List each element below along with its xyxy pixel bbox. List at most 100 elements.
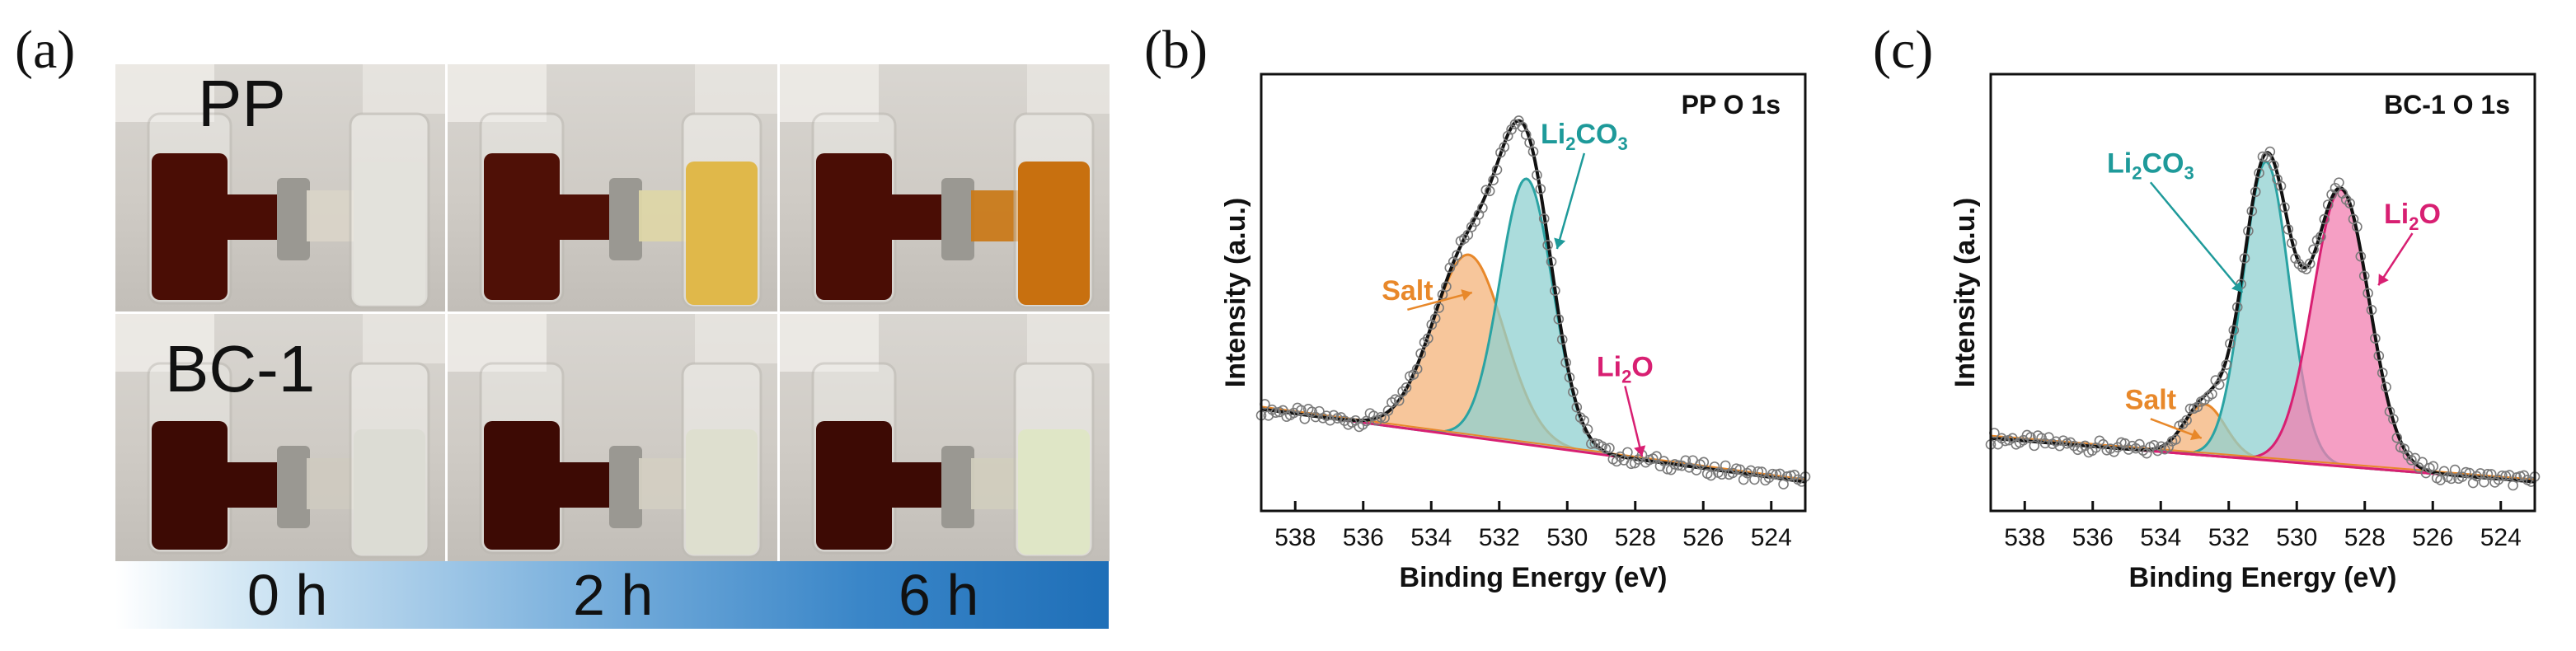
raw-data-point	[1499, 142, 1510, 152]
raw-data-point	[2322, 199, 2334, 210]
photo-cell	[780, 314, 1110, 561]
raw-data-point	[1662, 463, 1673, 475]
raw-data-point	[2221, 359, 2232, 370]
raw-data-point	[1372, 414, 1383, 426]
raw-data-point	[1538, 213, 1550, 224]
raw-data-point	[1466, 222, 1477, 232]
xps-chart-pp-svg: 538 536 534 532 530 528 526 524 Binding Energy (…	[1220, 73, 1811, 593]
raw-data-point	[1716, 469, 1728, 480]
raw-data-point	[2319, 213, 2330, 225]
x-tick-label: 526	[2412, 524, 2453, 551]
raw-data-point	[1495, 147, 1506, 158]
raw-data-point	[2311, 235, 2323, 246]
photo-cell	[448, 314, 777, 561]
peak-label-salt: Salt	[2125, 384, 2176, 415]
raw-data-point	[1270, 407, 1281, 418]
raw-data-point	[2391, 433, 2403, 443]
raw-data-point	[1568, 386, 1579, 398]
y-axis-label: Intensity (a.u.)	[1220, 198, 1251, 387]
raw-data-point	[2316, 231, 2326, 242]
raw-data-point	[2170, 434, 2181, 445]
y-axis-label: Intensity (a.u.)	[1950, 198, 1981, 387]
raw-data-point	[1556, 334, 1568, 345]
raw-data-point	[1532, 170, 1542, 180]
x-tick-label: 534	[2140, 524, 2181, 551]
peak-label-li2o: Li2O	[1597, 352, 1654, 387]
raw-data-point	[2261, 152, 2272, 163]
peak-fill-li2co3	[1991, 162, 2535, 482]
raw-data-point	[2388, 414, 2399, 424]
raw-data-point	[1709, 461, 1720, 472]
label-arrowhead	[2378, 274, 2389, 286]
raw-data-point	[1753, 466, 1764, 477]
raw-data-point	[2231, 302, 2243, 312]
raw-data-point	[2301, 264, 2312, 274]
x-tick-label: 536	[1343, 524, 1384, 551]
raw-data-point	[2503, 470, 2515, 480]
x-tick-label: 524	[2480, 524, 2522, 551]
plot-frame	[1989, 73, 2536, 513]
raw-data-point	[2163, 442, 2174, 452]
label-arrow	[2377, 232, 2414, 286]
panel-c-letter: (c)	[1873, 20, 1934, 80]
raw-data-point	[2275, 180, 2287, 192]
x-tick-label: 530	[1546, 524, 1588, 551]
raw-data-point	[1604, 443, 1615, 454]
peak-fill-li2co3	[1261, 178, 1805, 482]
raw-data-point	[2207, 388, 2217, 400]
raw-data-point	[2148, 439, 2160, 451]
photo-cell	[115, 314, 445, 561]
raw-data-point	[2025, 432, 2036, 443]
chart-title: BC-1 O 1s	[2384, 90, 2510, 119]
raw-data-point	[2413, 462, 2424, 473]
raw-data-point	[1296, 405, 1307, 416]
raw-data-point	[1527, 146, 1539, 157]
raw-data-point	[1745, 465, 1757, 476]
raw-data-point	[1586, 438, 1597, 449]
raw-data-point	[2373, 350, 2385, 362]
raw-data-point	[2000, 435, 2011, 447]
raw-data-point	[2485, 469, 2497, 480]
xps-chart-bc1-svg: 538 536 534 532 530 528 526 524 Binding Energy (…	[1950, 73, 2541, 593]
raw-data-point	[1310, 411, 1321, 423]
raw-data-point	[1484, 185, 1495, 197]
time-label-2h: 2 h	[573, 563, 654, 627]
raw-data-point	[2029, 440, 2040, 452]
label-arrowhead	[1634, 445, 1646, 457]
raw-data-point	[2184, 403, 2196, 414]
raw-data-point	[1550, 285, 1560, 297]
raw-data-point	[2308, 244, 2319, 255]
x-tick-label: 528	[1615, 524, 1656, 551]
raw-data-point	[1477, 202, 1488, 213]
raw-data-point	[1677, 460, 1687, 471]
x-tick-label: 524	[1751, 524, 1792, 551]
x-tick-label: 536	[2072, 524, 2114, 551]
x-tick-label: 538	[2004, 524, 2045, 551]
label-arrowhead	[1554, 237, 1566, 249]
raw-data-point	[1698, 457, 1710, 468]
label-arrow	[1407, 291, 1473, 311]
raw-data-point	[2279, 202, 2290, 213]
raw-data-point	[1357, 419, 1368, 430]
raw-data-point	[1564, 372, 1575, 383]
x-tick-label: 528	[2344, 524, 2386, 551]
raw-data-point	[2264, 146, 2276, 157]
raw-data-point	[2213, 379, 2225, 391]
raw-data-point	[1506, 124, 1517, 135]
raw-data-point	[2366, 304, 2377, 316]
label-arrow	[2149, 181, 2244, 293]
time-gradient-bar: 0 h 2 h 6 h	[115, 561, 1109, 629]
peak-label-li2co3: Li2CO3	[1541, 119, 1628, 154]
raw-data-point	[1673, 460, 1684, 471]
label-arrow	[1555, 152, 1586, 250]
peak-label-li2o: Li2O	[2384, 199, 2441, 234]
raw-data-point	[2257, 151, 2269, 162]
raw-data-point	[2449, 464, 2461, 475]
photo-cell	[780, 64, 1110, 311]
xps-chart-pp: 538 536 534 532 530 528 526 524 Binding Energy (…	[1179, 62, 1838, 639]
raw-data-point	[1524, 137, 1535, 148]
raw-data-point	[1452, 250, 1462, 260]
time-label-0h: 0 h	[247, 563, 328, 627]
raw-data-point	[1415, 348, 1426, 359]
raw-data-point	[1560, 357, 1571, 368]
